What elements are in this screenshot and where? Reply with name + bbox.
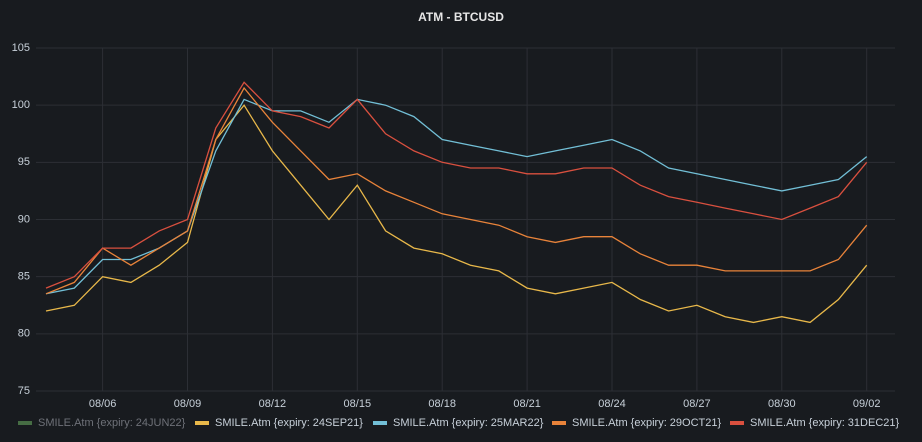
x-tick-label: 08/06 [89,398,117,410]
legend-label[interactable]: SMILE.Atm {expiry: 24SEP21} [215,417,363,429]
legend-swatch [373,421,387,425]
series-line [45,81,868,289]
x-tick-label: 08/30 [768,398,796,410]
y-tick-label: 85 [18,271,30,283]
y-tick-label: 105 [12,42,30,54]
x-tick-label: 09/02 [853,398,881,410]
legend-swatch [195,421,209,425]
y-tick-label: 100 [12,99,30,111]
x-tick-label: 08/09 [174,398,202,410]
legend-label[interactable]: SMILE.Atm {expiry: 31DEC21} [750,417,900,429]
legend-swatch [18,421,32,425]
y-tick-label: 95 [18,156,30,168]
x-tick-label: 08/12 [259,398,287,410]
y-tick-label: 90 [18,213,30,225]
legend-label[interactable]: SMILE.Atm {expiry: 29OCT21} [572,417,721,429]
series-line [45,86,868,295]
series-line [45,104,868,324]
legend-swatch [552,421,566,425]
x-tick-label: 08/27 [683,398,711,410]
y-tick-label: 75 [18,385,30,397]
y-tick-label: 80 [18,328,30,340]
x-tick-label: 08/18 [428,398,456,410]
legend-swatch [730,421,744,425]
chart-title: ATM - BTCUSD [418,10,504,24]
x-tick-label: 08/24 [598,398,626,410]
legend-label[interactable]: SMILE.Atm {expiry: 25MAR22} [393,417,544,429]
x-tick-label: 08/21 [513,398,541,410]
legend-label[interactable]: SMILE.Atm {expiry: 24JUN22} [38,417,186,429]
x-tick-label: 08/15 [344,398,372,410]
